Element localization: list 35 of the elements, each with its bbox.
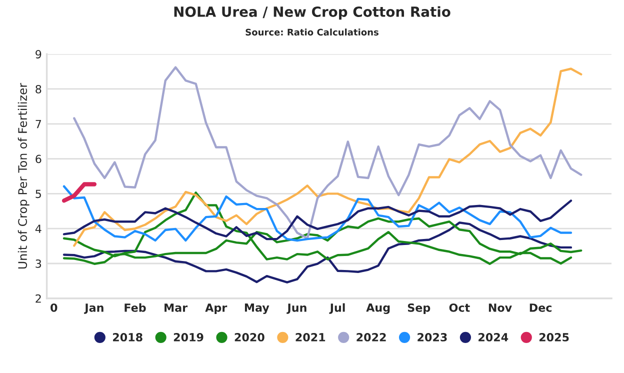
x-tick-label: Feb: [124, 303, 146, 312]
legend-label: 2025: [539, 333, 569, 342]
x-tick-label: Oct: [449, 303, 470, 312]
legend-label: 2023: [418, 333, 447, 342]
x-tick-label: Aug: [366, 304, 390, 314]
x-tick-label: Mar: [164, 304, 188, 312]
x-tick-label: 0: [50, 303, 58, 312]
y-tick-label: 6: [36, 154, 42, 164]
legend-label: 2018: [113, 333, 142, 342]
line-series: [62, 200, 572, 240]
y-tick-label: 4: [35, 224, 42, 233]
y-tick-label: 8: [36, 84, 42, 94]
y-tick-label: 7: [36, 120, 41, 128]
x-tick-label: Nov: [488, 304, 512, 312]
line-series: [62, 185, 572, 242]
legend-label: 2024: [478, 333, 508, 342]
line-series: [62, 222, 572, 284]
chart-title: NOLA Urea / New Crop Cotton Ratio: [174, 6, 450, 20]
x-tick-label: Sep: [408, 303, 430, 314]
x-tick-label: Jun: [286, 304, 306, 314]
x-tick-label: Jan: [84, 304, 104, 314]
y-tick-label: 3: [36, 259, 42, 268]
y-axis-title: Unit of Crop Per Ton of Fertilizer: [18, 82, 30, 269]
chart-subtitle: Source: Ratio Calculations: [246, 28, 378, 36]
x-tick-label: May: [244, 304, 270, 314]
legend-label: 2022: [356, 333, 386, 342]
legend-label: 2020: [234, 333, 264, 342]
y-tick-label: 5: [36, 190, 41, 198]
y-tick-label: 2: [36, 294, 41, 303]
x-tick-label: Dec: [530, 304, 552, 312]
legend-label: 2021: [296, 333, 326, 342]
legend-label: 2019: [174, 333, 204, 342]
x-tick-label: Jul: [329, 303, 345, 314]
y-tick-label: 9: [36, 50, 42, 58]
x-tick-label: Apr: [205, 304, 228, 314]
